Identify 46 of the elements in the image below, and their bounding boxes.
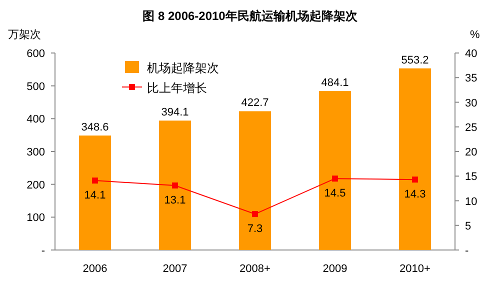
data-label: 14.5 bbox=[324, 188, 346, 200]
point bbox=[332, 176, 338, 182]
y2-tick-label: 25 bbox=[465, 122, 478, 134]
chart-title: 图 8 2006-2010年民航运输机场起降架次 bbox=[142, 9, 358, 23]
y-axis-title: 万架次 bbox=[8, 28, 41, 41]
y2-tick-label: 20 bbox=[465, 146, 478, 158]
y-tick-label: 600 bbox=[26, 48, 45, 60]
data-label: 484.1 bbox=[321, 77, 349, 90]
y2-axis-title: % bbox=[470, 29, 480, 41]
data-label: 553.2 bbox=[401, 54, 429, 66]
bar bbox=[159, 120, 191, 250]
x-tick-label: 2008+ bbox=[240, 263, 270, 275]
y2-tick-label: 10 bbox=[465, 196, 478, 208]
x-tick-label: 2006 bbox=[82, 263, 108, 275]
y2-tick-label: 35 bbox=[465, 72, 478, 85]
bar bbox=[79, 136, 111, 250]
y-tick-label: 400 bbox=[26, 114, 45, 126]
bar bbox=[399, 68, 431, 250]
data-label: 7.3 bbox=[247, 223, 263, 236]
bar bbox=[319, 91, 351, 250]
y-tick-label: 200 bbox=[26, 179, 45, 192]
data-label: 14.1 bbox=[84, 190, 106, 202]
x-tick-label: 2007 bbox=[162, 263, 188, 275]
y2-tick-label: 15 bbox=[465, 171, 478, 184]
point bbox=[412, 176, 418, 183]
point bbox=[172, 182, 178, 188]
y2-tick-label: 40 bbox=[465, 48, 478, 60]
data-label: 14.3 bbox=[404, 188, 426, 201]
bar bbox=[239, 111, 271, 250]
y2-tick-label: 5 bbox=[465, 220, 472, 232]
data-label: 348.6 bbox=[81, 122, 109, 134]
legend-label: 机场起降架次 bbox=[147, 61, 219, 75]
data-label: 394.1 bbox=[161, 106, 189, 119]
point bbox=[252, 211, 258, 218]
y-tick-label: 300 bbox=[26, 146, 45, 158]
y2-tick-label: - bbox=[465, 245, 469, 257]
y-tick-label: 100 bbox=[26, 212, 45, 224]
y-tick-label: - bbox=[41, 245, 46, 257]
x-tick-label: 2010+ bbox=[400, 263, 430, 275]
point bbox=[92, 178, 98, 184]
y-tick-label: 500 bbox=[26, 80, 45, 93]
y2-tick-label: 30 bbox=[465, 97, 478, 110]
data-label: 422.7 bbox=[241, 97, 269, 110]
x-tick-label: 2009 bbox=[322, 263, 348, 275]
legend-label: 比上年增长 bbox=[147, 81, 207, 95]
data-label: 13.1 bbox=[164, 194, 186, 206]
